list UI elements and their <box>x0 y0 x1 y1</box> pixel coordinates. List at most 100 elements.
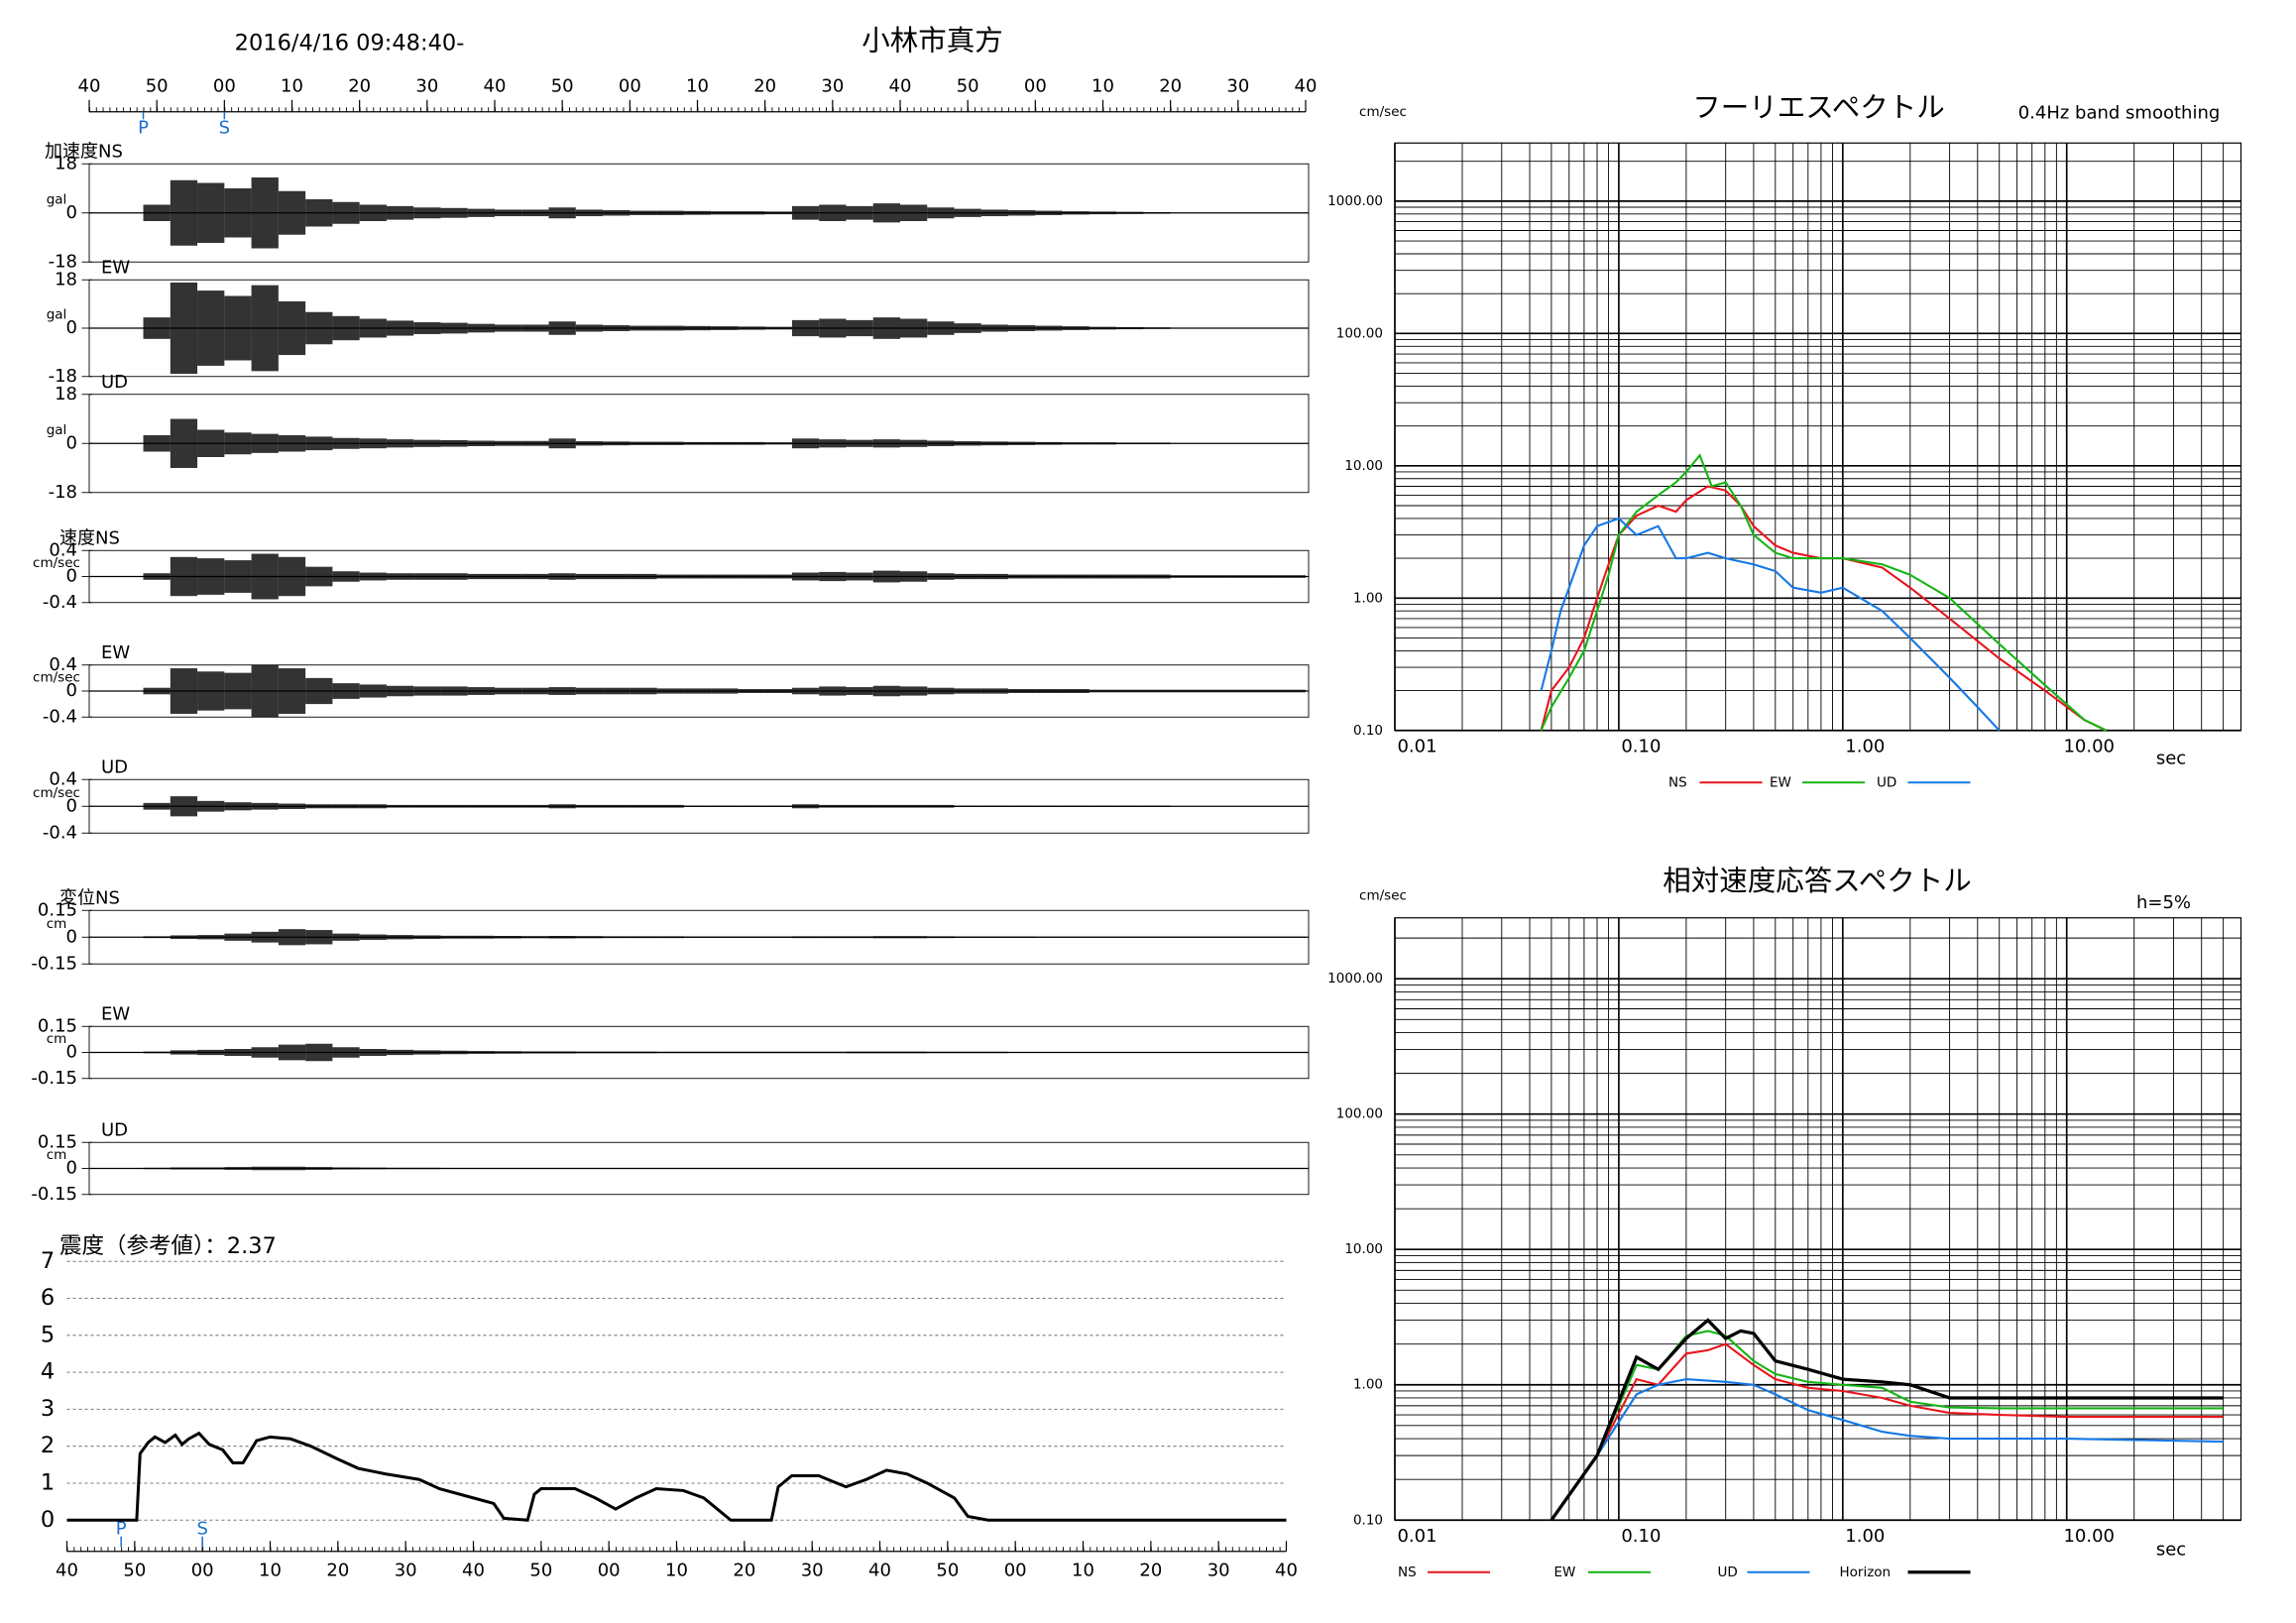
x-tick-label: 0.10 <box>1621 1526 1661 1547</box>
trace-envelope <box>819 318 847 338</box>
y-axis-label: cm/sec <box>1359 104 1407 120</box>
trace-envelope <box>819 204 847 221</box>
trace-envelope <box>170 282 198 375</box>
trace-envelope <box>900 1051 928 1054</box>
trace-envelope <box>656 441 684 445</box>
y-tick-label: -0.15 <box>31 1184 77 1205</box>
trace-label: UD <box>101 1119 128 1140</box>
y-tick-label: 18 <box>55 153 77 174</box>
trace-envelope <box>819 686 847 696</box>
trace-envelope <box>738 1167 765 1170</box>
trace-envelope <box>1035 689 1063 693</box>
trace-envelope <box>630 1167 657 1170</box>
trace-envelope <box>1008 689 1036 693</box>
trace-envelope <box>143 573 171 580</box>
trace-envelope <box>359 804 387 809</box>
trace-envelope <box>603 804 631 808</box>
trace-envelope <box>386 1167 414 1170</box>
trace-envelope <box>738 689 765 693</box>
intensity-title: 震度（参考値）：2.37 <box>59 1233 277 1259</box>
trace-envelope <box>467 687 495 695</box>
trace-envelope <box>359 318 387 338</box>
trace-envelope <box>900 936 928 939</box>
response-title: 相対速度応答スペクトル <box>1663 865 1972 897</box>
trace-envelope <box>1089 1051 1117 1054</box>
trace-envelope <box>1008 805 1036 807</box>
trace-label: UD <box>101 372 128 393</box>
trace-envelope <box>1116 326 1144 330</box>
trace-envelope <box>900 1167 928 1170</box>
x-tick-label: 00 <box>191 1560 214 1580</box>
trace-envelope <box>305 198 333 227</box>
trace-envelope <box>846 1167 873 1170</box>
trace-envelope <box>1170 936 1198 938</box>
trace-envelope <box>143 1051 171 1054</box>
trace-envelope <box>980 688 1009 694</box>
trace-envelope <box>521 440 549 446</box>
trace-envelope <box>846 687 873 695</box>
x-axis-label: sec <box>2156 1539 2186 1560</box>
trace-envelope <box>764 689 792 693</box>
x-tick-label: 20 <box>1159 75 1182 96</box>
trace-envelope <box>197 800 225 812</box>
trace-envelope <box>521 687 549 695</box>
trace-envelope <box>251 553 279 600</box>
trace-envelope <box>900 804 928 808</box>
trace-envelope <box>927 321 955 335</box>
y-tick-label: 0.15 <box>38 899 77 920</box>
trace-envelope <box>1008 210 1036 216</box>
y-tick-label: 6 <box>41 1285 55 1311</box>
trace-envelope <box>711 1167 739 1170</box>
trace-envelope <box>1278 689 1306 693</box>
trace-envelope <box>819 936 847 939</box>
trace-envelope <box>548 1051 576 1054</box>
y-tick-label: 1.00 <box>1353 590 1383 606</box>
trace-envelope <box>683 1051 712 1054</box>
trace-label: 変位NS <box>59 887 120 908</box>
trace-envelope <box>603 936 631 939</box>
trace-envelope <box>332 1047 360 1058</box>
trace-envelope <box>630 325 657 331</box>
trace-envelope <box>332 437 360 449</box>
trace-envelope <box>1062 1167 1090 1170</box>
trace-envelope <box>791 936 820 939</box>
trace-envelope <box>413 1050 441 1055</box>
x-tick-label: 30 <box>415 75 438 96</box>
trace-envelope <box>1143 211 1171 214</box>
trace-envelope <box>1035 574 1063 579</box>
trace-envelope <box>197 671 225 711</box>
trace-envelope <box>1224 1051 1252 1054</box>
trace-envelope <box>872 570 901 583</box>
trace-envelope <box>548 573 576 580</box>
trace-envelope <box>603 441 631 446</box>
legend-label: NS <box>1398 1565 1417 1580</box>
trace-envelope <box>278 435 306 452</box>
trace-envelope <box>980 805 1009 807</box>
y-tick-label: -18 <box>49 251 77 272</box>
trace-envelope <box>1035 936 1063 938</box>
trace-envelope <box>332 683 360 699</box>
trace-envelope <box>548 321 576 335</box>
trace-label: EW <box>101 1003 130 1024</box>
x-tick-label: 40 <box>868 1560 891 1580</box>
trace-envelope <box>1089 574 1117 579</box>
trace-envelope <box>197 182 225 243</box>
trace-envelope <box>738 936 765 938</box>
fourier-title: フーリエスペクトル <box>1692 91 1945 124</box>
spectrum-line <box>1540 453 2107 732</box>
y-tick-label: 18 <box>55 384 77 405</box>
trace-envelope <box>575 1167 604 1170</box>
trace-envelope <box>927 440 955 446</box>
x-tick-label: 50 <box>146 75 169 96</box>
trace-envelope <box>224 802 252 811</box>
x-tick-label: 10 <box>259 1560 282 1580</box>
trace-envelope <box>548 687 576 695</box>
trace-envelope <box>1278 936 1306 938</box>
trace-envelope <box>954 1167 981 1170</box>
x-tick-label: 40 <box>1275 1560 1298 1580</box>
x-tick-label: 10 <box>1091 75 1114 96</box>
x-tick-label: 40 <box>484 75 507 96</box>
trace-envelope <box>386 320 414 336</box>
trace-envelope <box>278 668 306 714</box>
legend-label: EW <box>1554 1565 1576 1580</box>
